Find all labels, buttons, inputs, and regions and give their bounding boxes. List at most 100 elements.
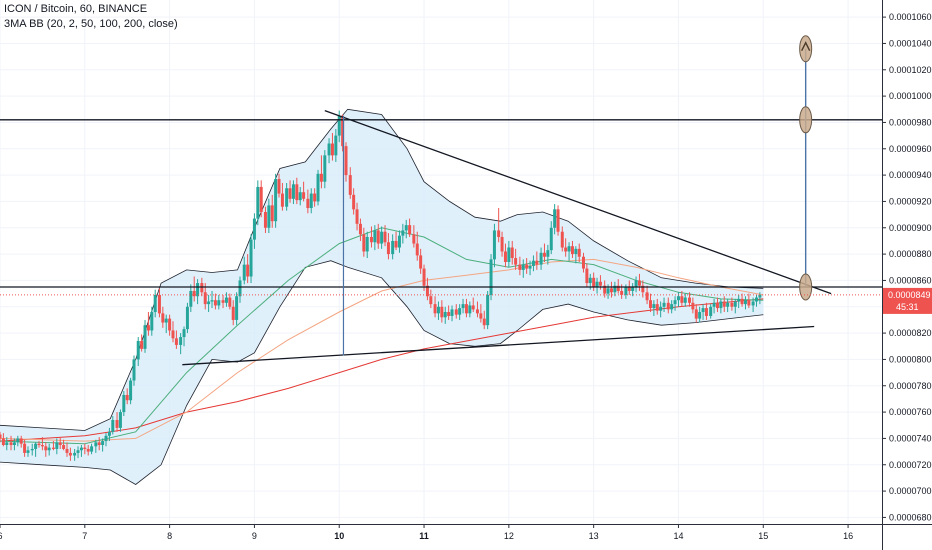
candle-body [369,236,373,243]
candle-body [207,301,211,305]
candle-body [185,306,189,330]
candle-body [450,309,454,316]
candle-body [224,297,228,303]
candle-body [192,290,196,297]
candle-body [662,302,666,307]
bb-fill [0,109,764,485]
candle-body [196,283,200,297]
candle-body [726,302,730,307]
candle-body [670,304,674,310]
candle-body [588,277,592,284]
candle-body [429,296,433,305]
candle-body [132,359,136,381]
candle-body [90,446,94,452]
candle-body [514,258,518,265]
candle-body [422,268,426,286]
candle-body [47,447,51,451]
candle-body [666,302,670,310]
candle-body [722,301,726,307]
candle-body [189,290,193,307]
candle-body [107,431,111,436]
candle-body [355,209,359,224]
candle-body [76,450,80,453]
candle-body [161,313,165,323]
candle-body [553,209,557,228]
candle-body [394,240,398,248]
candle-body [171,330,175,339]
candle-body [330,143,334,156]
arrow-up-icon [801,41,811,52]
drawing-tools[interactable] [0,35,882,366]
candle-body [567,246,571,252]
candle-body [694,309,698,319]
candle-body [676,296,680,301]
candle-body [376,230,380,244]
candle-body [362,234,366,252]
candle-body [624,287,628,295]
candle-body [468,305,472,314]
candle-body [274,179,278,222]
ellipse-marker-mid [799,106,813,134]
candle-body [238,280,242,297]
candle-body [334,135,338,156]
candle-body [408,225,412,235]
candle-body [217,300,221,306]
candle-body [510,247,514,259]
candle-body [737,298,741,302]
candle-body [549,227,553,251]
candle-body [97,442,101,446]
y-tick-label: 0.0000940 [889,170,932,180]
y-tick-label: 0.0000800 [889,354,932,364]
candle-body [249,239,253,277]
candle-body [221,300,225,303]
candle-body [153,294,157,313]
candle-body [595,281,599,288]
candle-body [246,264,250,277]
candle-body [62,445,66,449]
candle-body [125,394,129,401]
candle-body [701,308,705,313]
candle-body [704,308,708,316]
candle-body [560,231,564,248]
candle-body [267,205,271,228]
candle-body [719,301,723,309]
candle-body [397,235,401,248]
candle-body [277,179,281,194]
candle-body [620,290,624,295]
candle-body [337,115,341,136]
ma50-line [0,227,764,445]
candle-body [270,205,274,222]
candle-body [471,305,475,310]
candle-body [150,312,154,331]
candle-body [164,318,168,323]
candle-body [743,300,747,305]
candle-body [182,329,186,338]
candle-body [313,193,317,202]
candle-body [531,260,535,266]
y-tick-label: 0.0000880 [889,249,932,259]
candle-body [715,302,719,309]
candle-body [341,115,345,147]
current-price-value: 0.0000849 [888,290,931,300]
candle-body [174,338,178,345]
candle-body [200,283,204,293]
bb-lower-line [0,260,764,485]
candle-body [40,445,44,447]
indicator-legend[interactable]: 3MA BB (20, 2, 50, 100, 200, close) [4,18,178,30]
candle-body [606,288,610,294]
candle-body [242,264,246,281]
y-tick-label: 0.0000740 [889,433,932,443]
candle-body [380,231,384,244]
candle-body [146,325,150,331]
candle-body [447,312,451,316]
candle-body [58,442,62,446]
candle-body [440,306,444,318]
candle-body [327,143,331,156]
candle-body [454,309,458,315]
candle-body [542,252,546,257]
candle-body [521,264,525,270]
candle-body [285,188,289,207]
candle-body [482,318,486,326]
candle-body [528,265,532,269]
